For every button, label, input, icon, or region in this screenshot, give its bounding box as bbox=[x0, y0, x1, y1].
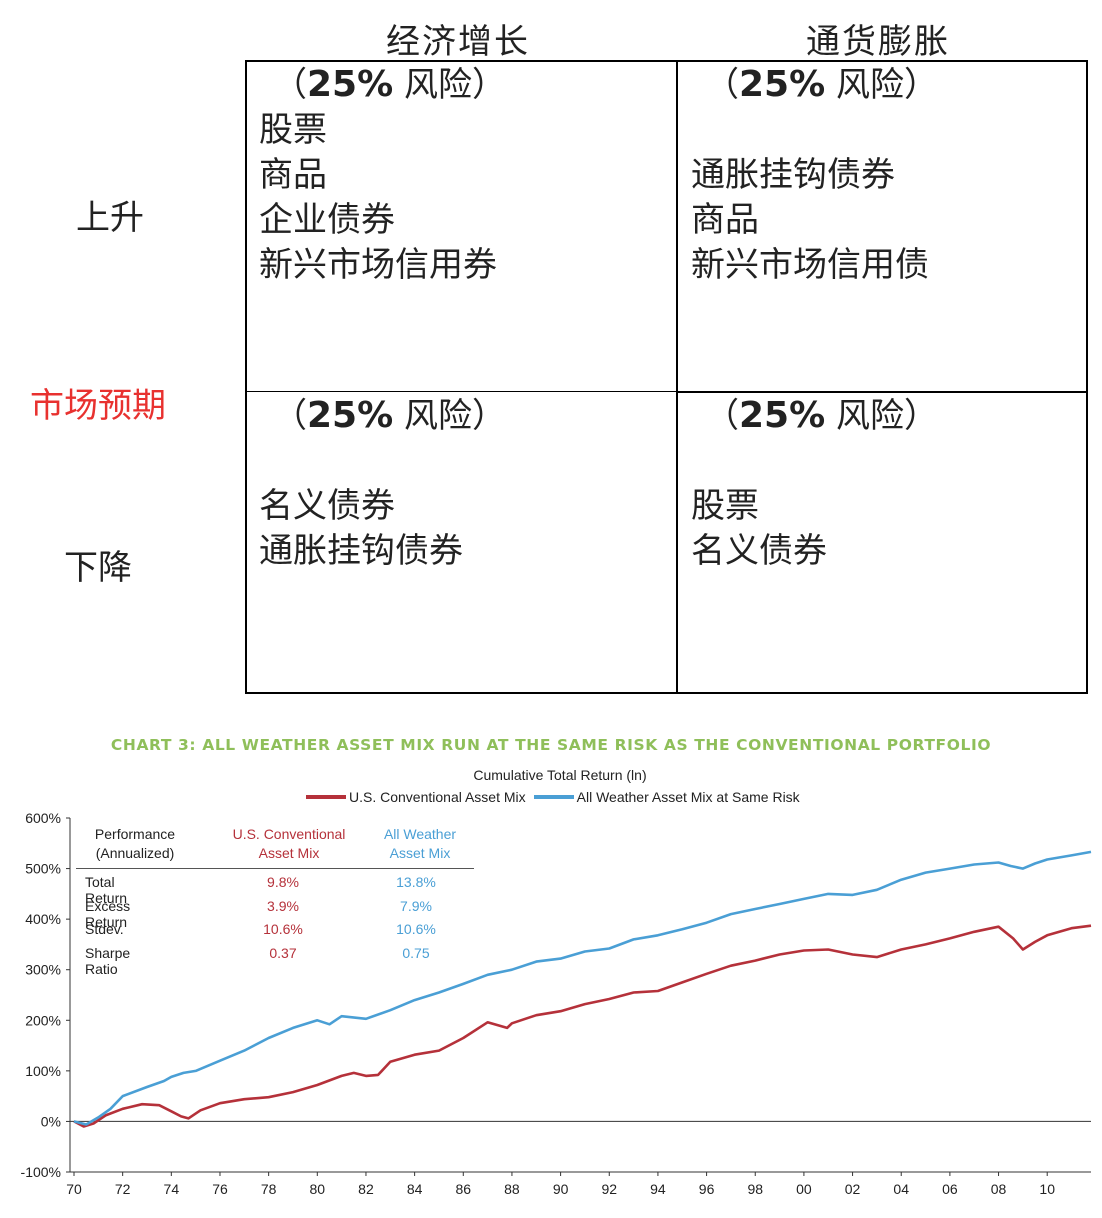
asset-item: 企业债券 bbox=[259, 200, 395, 240]
cell-all-weather: 7.9% bbox=[400, 898, 432, 914]
asset-item bbox=[259, 439, 506, 484]
y-tick-label: 200% bbox=[25, 1012, 61, 1028]
quadrant-growth-rise: （25% 风险） 股票 商品 企业债券 新兴市场信用券 bbox=[259, 62, 506, 288]
cell-conventional: 0.37 bbox=[269, 945, 297, 961]
quadrant-grid: （25% 风险） 股票 商品 企业债券 新兴市场信用券 （25% 风险） 通胀挂… bbox=[245, 60, 1088, 694]
asset-item: 通胀挂钩债券 bbox=[259, 531, 463, 571]
legend-item-conventional: U.S. Conventional Asset Mix bbox=[306, 789, 526, 805]
row-label: Excess Return bbox=[85, 898, 131, 930]
row-label-fall: 下降 bbox=[64, 548, 132, 588]
x-tick-label: 00 bbox=[796, 1181, 812, 1197]
asset-item: 商品 bbox=[691, 200, 759, 240]
chart-legend: U.S. Conventional Asset Mix All Weather … bbox=[306, 789, 808, 805]
x-tick-label: 94 bbox=[650, 1181, 666, 1197]
risk-share: （25% 风险） bbox=[705, 395, 938, 436]
x-tick-label: 98 bbox=[747, 1181, 763, 1197]
x-tick-label: 80 bbox=[310, 1181, 326, 1197]
x-tick-label: 90 bbox=[553, 1181, 569, 1197]
cell-conventional: 9.8% bbox=[267, 874, 299, 890]
x-tick-label: 84 bbox=[407, 1181, 423, 1197]
x-tick-label: 96 bbox=[699, 1181, 715, 1197]
series-line-conventional bbox=[73, 924, 1092, 1128]
asset-item: 商品 bbox=[259, 155, 327, 195]
asset-item: 通胀挂钩债券 bbox=[691, 155, 895, 195]
cell-all-weather: 13.8% bbox=[396, 874, 436, 890]
grid-divider-vertical bbox=[676, 60, 678, 694]
y-tick-label: 600% bbox=[25, 810, 61, 826]
x-tick-label: 78 bbox=[261, 1181, 277, 1197]
x-tick-label: 02 bbox=[845, 1181, 861, 1197]
chart-subtitle: Cumulative Total Return (ln) bbox=[473, 767, 647, 783]
table-header-performance: Performance (Annualized) bbox=[94, 826, 176, 861]
y-tick-label: 500% bbox=[25, 861, 61, 877]
axis-label-market-expectation: 市场预期 bbox=[30, 386, 166, 426]
row-label: Stdev. bbox=[85, 921, 124, 937]
row-label: Sharpe Ratio bbox=[85, 945, 131, 977]
table-header-conventional: U.S. Conventional Asset Mix bbox=[232, 826, 346, 861]
legend-label-conventional: U.S. Conventional Asset Mix bbox=[349, 789, 526, 805]
x-tick-label: 70 bbox=[66, 1181, 82, 1197]
grid-border-bottom bbox=[245, 692, 1088, 694]
x-tick-label: 88 bbox=[504, 1181, 520, 1197]
quadrant-inflation-fall: （25% 风险） 股票 名义债券 bbox=[691, 393, 938, 574]
x-tick-label: 72 bbox=[115, 1181, 131, 1197]
y-tick-label: -100% bbox=[21, 1164, 61, 1180]
y-tick-label: 100% bbox=[25, 1063, 61, 1079]
y-tick-label: 400% bbox=[25, 911, 61, 927]
cell-all-weather: 0.75 bbox=[402, 945, 430, 961]
legend-swatch-all-weather bbox=[533, 795, 574, 799]
column-header-inflation: 通货膨胀 bbox=[806, 22, 950, 62]
quadrant-growth-fall: （25% 风险） 名义债券 通胀挂钩债券 bbox=[259, 393, 506, 574]
grid-border-left bbox=[245, 60, 247, 694]
grid-divider-horizontal-left bbox=[245, 391, 677, 392]
x-tick-label: 10 bbox=[1039, 1181, 1055, 1197]
x-tick-label: 04 bbox=[893, 1181, 909, 1197]
chart-plot: -100% 0% 100% 200% 300% 400% 500% 600% 70 72 74 76 7… bbox=[21, 810, 1092, 1197]
risk-share: （25% 风险） bbox=[273, 395, 506, 436]
x-tick-label: 74 bbox=[164, 1181, 180, 1197]
asset-item: 新兴市场信用券 bbox=[259, 245, 497, 285]
asset-item: 名义债券 bbox=[259, 486, 395, 526]
row-label: Total Return bbox=[85, 874, 128, 906]
legend-item-all-weather: All Weather Asset Mix at Same Risk bbox=[533, 789, 800, 805]
x-tick-label: 08 bbox=[991, 1181, 1007, 1197]
asset-item: 名义债券 bbox=[691, 531, 827, 571]
x-tick-label: 92 bbox=[601, 1181, 617, 1197]
series-line-all-weather bbox=[73, 850, 1092, 1126]
asset-item: 股票 bbox=[691, 486, 759, 526]
x-tick-label: 86 bbox=[455, 1181, 471, 1197]
x-tick-label: 06 bbox=[942, 1181, 958, 1197]
asset-item: 股票 bbox=[259, 110, 327, 150]
asset-item: 新兴市场信用债 bbox=[691, 245, 929, 285]
row-label-rise: 上升 bbox=[76, 198, 144, 238]
column-header-growth: 经济增长 bbox=[386, 22, 530, 62]
risk-share: （25% 风险） bbox=[273, 64, 506, 105]
x-tick-label: 82 bbox=[358, 1181, 374, 1197]
grid-border-top bbox=[245, 60, 1088, 62]
asset-item bbox=[691, 108, 938, 153]
grid-border-right bbox=[1086, 60, 1088, 694]
table-header-all-weather: All Weather Asset Mix bbox=[383, 826, 457, 861]
quadrant-inflation-rise: （25% 风险） 通胀挂钩债券 商品 新兴市场信用债 bbox=[691, 62, 938, 288]
x-tick-label: 76 bbox=[212, 1181, 228, 1197]
chart-title: CHART 3: ALL WEATHER ASSET MIX RUN AT TH… bbox=[110, 736, 992, 754]
risk-share: （25% 风险） bbox=[705, 64, 938, 105]
table-separator bbox=[76, 868, 474, 869]
cell-conventional: 10.6% bbox=[263, 921, 303, 937]
y-tick-label: 0% bbox=[41, 1113, 61, 1129]
legend-label-all-weather: All Weather Asset Mix at Same Risk bbox=[576, 789, 800, 805]
cell-conventional: 3.9% bbox=[267, 898, 299, 914]
legend-swatch-conventional bbox=[306, 795, 346, 799]
grid-divider-horizontal bbox=[677, 391, 1088, 393]
asset-item bbox=[691, 439, 938, 484]
cell-all-weather: 10.6% bbox=[396, 921, 436, 937]
y-tick-label: 300% bbox=[25, 962, 61, 978]
